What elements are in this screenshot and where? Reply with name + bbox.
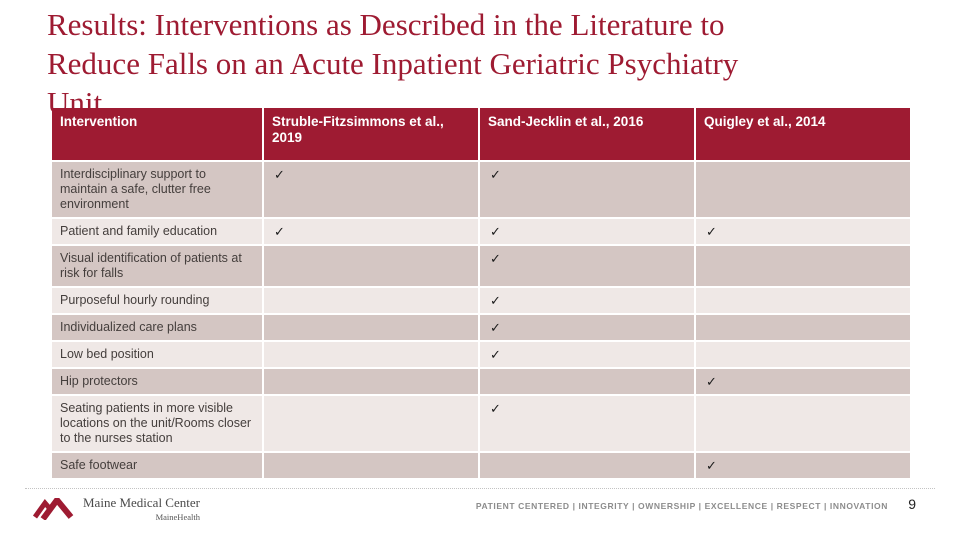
check-cell: ✓	[262, 160, 480, 219]
check-cell	[478, 367, 696, 396]
logo-org-name: Maine Medical Center	[83, 495, 200, 510]
logo-text: Maine Medical Center MaineHealth	[83, 495, 200, 522]
intervention-cell: Safe footwear	[50, 451, 264, 480]
check-cell	[478, 451, 696, 480]
check-cell: ✓	[694, 451, 912, 480]
logo-parent-name: MaineHealth	[155, 512, 200, 522]
check-cell	[694, 340, 912, 369]
check-cell: ✓	[478, 340, 696, 369]
check-cell: ✓	[478, 286, 696, 315]
table-row: Interdisciplinary support to maintain a …	[50, 160, 912, 219]
check-cell: ✓	[478, 217, 696, 246]
intervention-cell: Seating patients in more visible locatio…	[50, 394, 264, 453]
check-cell	[694, 244, 912, 288]
check-cell: ✓	[694, 217, 912, 246]
check-cell	[262, 244, 480, 288]
check-cell: ✓	[262, 217, 480, 246]
table-row: Safe footwear ✓	[50, 451, 912, 480]
intervention-cell: Individualized care plans	[50, 313, 264, 342]
table-row: Seating patients in more visible locatio…	[50, 394, 912, 453]
check-cell	[694, 394, 912, 453]
check-cell: ✓	[478, 244, 696, 288]
col-header-sand-jecklin: Sand-Jecklin et al., 2016	[478, 106, 696, 162]
slide-title-line: Results: Interventions as Described in t…	[47, 7, 725, 42]
check-cell: ✓	[478, 394, 696, 453]
check-cell	[262, 394, 480, 453]
intervention-cell: Purposeful hourly rounding	[50, 286, 264, 315]
intervention-cell: Interdisciplinary support to maintain a …	[50, 160, 264, 219]
intervention-cell: Low bed position	[50, 340, 264, 369]
slide-title: Results: Interventions as Described in t…	[47, 5, 927, 122]
footer-divider	[25, 488, 935, 489]
check-cell	[694, 160, 912, 219]
col-header-struble-fitzsimmons: Struble-Fitzsimmons et al., 2019	[262, 106, 480, 162]
col-header-quigley: Quigley et al., 2014	[694, 106, 912, 162]
slide-title-line: Reduce Falls on an Acute Inpatient Geria…	[47, 46, 739, 81]
intervention-cell: Hip protectors	[50, 367, 264, 396]
table-row: Hip protectors ✓	[50, 367, 912, 396]
check-cell	[262, 286, 480, 315]
check-cell	[694, 286, 912, 315]
mountain-logo-icon	[33, 498, 74, 520]
check-cell	[262, 367, 480, 396]
mmc-logo: Maine Medical Center MaineHealth	[33, 495, 200, 522]
table-row: Purposeful hourly rounding ✓	[50, 286, 912, 315]
header-row: Intervention Struble-Fitzsimmons et al.,…	[50, 106, 912, 162]
table-row: Individualized care plans ✓	[50, 313, 912, 342]
interventions-table: Intervention Struble-Fitzsimmons et al.,…	[50, 106, 912, 480]
check-cell	[262, 340, 480, 369]
check-cell	[694, 313, 912, 342]
intervention-cell: Patient and family education	[50, 217, 264, 246]
check-cell	[262, 451, 480, 480]
intervention-cell: Visual identification of patients at ris…	[50, 244, 264, 288]
check-cell: ✓	[478, 313, 696, 342]
page-number: 9	[908, 496, 916, 512]
check-cell: ✓	[478, 160, 696, 219]
table-row: Patient and family education ✓ ✓ ✓	[50, 217, 912, 246]
check-cell	[262, 313, 480, 342]
col-header-intervention: Intervention	[50, 106, 264, 162]
table-row: Visual identification of patients at ris…	[50, 244, 912, 288]
table-row: Low bed position ✓	[50, 340, 912, 369]
check-cell: ✓	[694, 367, 912, 396]
values-banner: PATIENT CENTERED | INTEGRITY | OWNERSHIP…	[475, 501, 888, 511]
